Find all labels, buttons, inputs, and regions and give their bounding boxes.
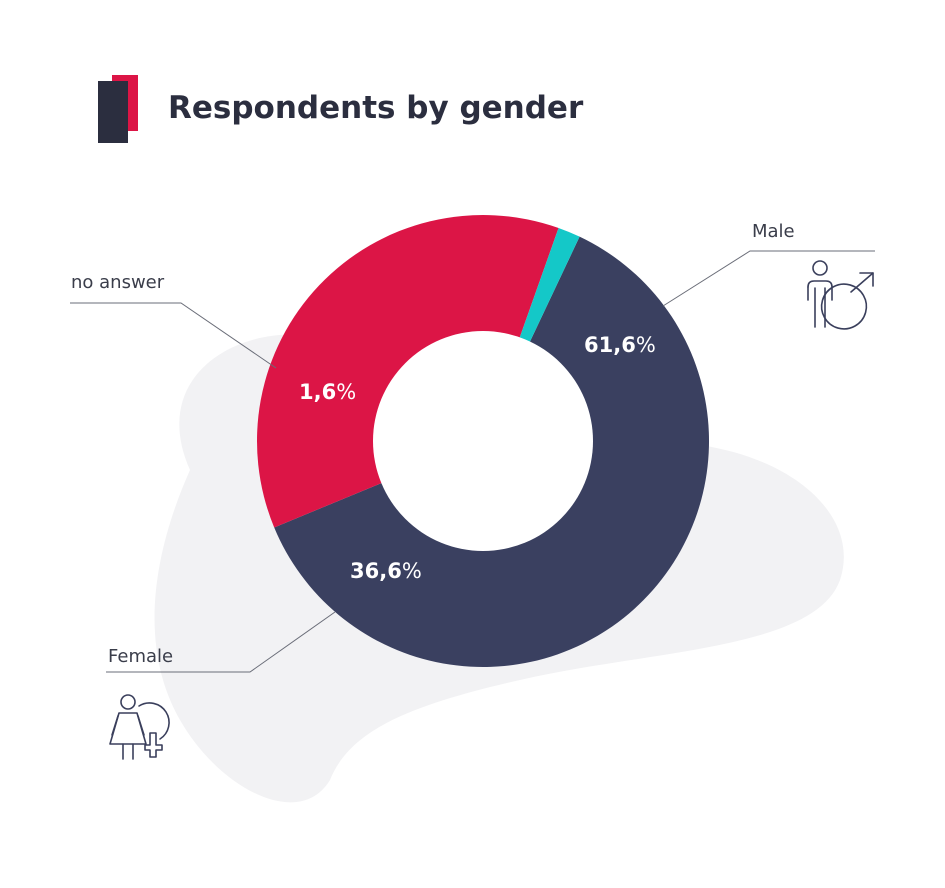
slice-label-no-answer: 1,6% bbox=[299, 380, 356, 404]
category-label-female: Female bbox=[108, 646, 173, 667]
title-accent-dark bbox=[98, 81, 128, 143]
slice-label-male: 61,6% bbox=[584, 333, 656, 357]
male-person-icon bbox=[807, 260, 874, 330]
female-person-icon bbox=[109, 694, 170, 760]
leader-line-female bbox=[106, 611, 336, 673]
donut-hole bbox=[373, 331, 593, 551]
category-label-no-answer: no answer bbox=[71, 272, 165, 293]
chart-title: Respondents by gender bbox=[168, 90, 584, 126]
slice-label-female: 36,6% bbox=[350, 559, 422, 583]
leader-line-no-answer bbox=[70, 302, 277, 369]
category-label-male: Male bbox=[752, 221, 795, 242]
leader-line-male bbox=[662, 250, 875, 307]
